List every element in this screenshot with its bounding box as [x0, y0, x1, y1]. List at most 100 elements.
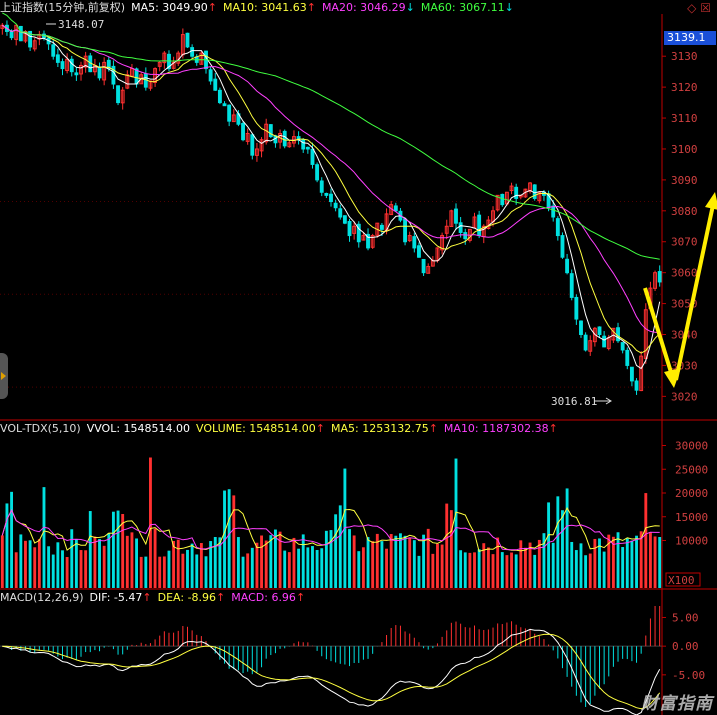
volume-bar [639, 531, 643, 588]
candle-body [125, 74, 130, 89]
candle-body [148, 80, 153, 89]
volume-bar [42, 487, 46, 588]
candle-body [199, 52, 204, 65]
volume-bar [167, 550, 171, 588]
volume-bar [149, 457, 152, 588]
forecast-arrow-down [643, 287, 676, 383]
candle-body [634, 380, 639, 391]
volume-bar [278, 531, 282, 588]
y-tick-label: 3080 [671, 205, 698, 218]
unit-box [665, 572, 701, 587]
volume-bar [320, 548, 324, 588]
volume-bar [311, 546, 314, 588]
candle-body [153, 68, 158, 83]
candle-body [305, 146, 310, 150]
volume-bar [338, 505, 342, 588]
candle-body [611, 327, 616, 341]
ma60-line [2, 12, 660, 260]
candle-body [97, 66, 102, 79]
forecast-arrow-up [674, 204, 715, 381]
volume-bar [236, 537, 240, 588]
volume-bar [523, 547, 527, 588]
candle-body [625, 349, 630, 366]
vol-ma5-line [1, 506, 660, 553]
volume-bar [98, 539, 101, 588]
candle-body [356, 223, 361, 243]
volume-bar [519, 540, 523, 588]
volume-bar [283, 550, 287, 588]
candle-body [620, 342, 625, 351]
volume-bar [630, 540, 634, 588]
candle-body [329, 193, 333, 203]
candle-body [412, 236, 417, 249]
volume-bar [181, 553, 185, 588]
volume-bar [269, 535, 273, 588]
candle-body [532, 184, 537, 199]
candle-body [310, 148, 315, 165]
volume-bar [505, 555, 509, 588]
volume-bar [111, 511, 115, 588]
candle-body [583, 334, 588, 351]
volume-bar [0, 535, 4, 588]
macd-tick-label: -5.00 [672, 669, 705, 682]
y-tick-label: 3130 [671, 50, 698, 63]
forecast-arrowhead-up [705, 192, 717, 210]
vol-tick-label: 15000 [675, 511, 708, 524]
candle-body [370, 235, 375, 248]
diamond-icon[interactable]: ◇ [687, 1, 697, 15]
volume-bar [324, 530, 328, 588]
expand-side-button[interactable] [0, 353, 8, 399]
macd-title: MACD(12,26,9) [0, 591, 84, 604]
volume-bar [648, 532, 652, 588]
ma10-line [2, 24, 661, 354]
volume-bar [14, 552, 18, 588]
volume-bar [588, 553, 592, 588]
candle-body [79, 64, 83, 75]
volume-bar [144, 556, 148, 588]
candle-body [347, 221, 352, 237]
volume-bar [528, 542, 532, 588]
volume-bar [227, 489, 231, 588]
candle-body [28, 30, 33, 48]
volume-bar [130, 532, 134, 588]
candle-body [102, 61, 107, 81]
volume-bar [246, 553, 250, 588]
volume-bar [625, 538, 629, 588]
volume-bar [385, 548, 388, 588]
volume-bar [79, 550, 83, 588]
volume-bar [84, 550, 88, 588]
candle-body [379, 224, 384, 230]
candle-body [60, 61, 65, 70]
candle-body [190, 47, 195, 57]
candle-body [555, 218, 560, 237]
volume-bar [107, 533, 111, 588]
candle-body [315, 164, 320, 181]
volume-bar [232, 495, 236, 588]
volume-bar [445, 503, 449, 588]
volume-bar [561, 510, 564, 588]
volume-bar [602, 551, 606, 588]
volume-bar [361, 547, 365, 588]
candle-body [264, 123, 269, 143]
volume-bar [500, 552, 504, 588]
candle-body [319, 180, 324, 193]
close-icon[interactable]: ☒ [700, 1, 711, 15]
volume-bar [482, 543, 486, 588]
candle-body [245, 133, 250, 142]
ma60-value: MA60: 3067.11↓ [420, 1, 514, 14]
price-panel-header: 上证指数(15分钟,前复权) MA5: 3049.90↑ MA10: 3041.63… [0, 1, 520, 15]
volume-bar [510, 552, 513, 588]
candle-body [477, 214, 482, 237]
volume-bar [116, 510, 120, 588]
candle-body [579, 320, 583, 336]
volume-bar [371, 541, 375, 588]
unit-label: X100 [668, 574, 695, 587]
window-controls: ◇ ☒ [687, 1, 711, 15]
macd-tick-label: 5.00 [672, 611, 699, 624]
volume-bar [329, 530, 333, 588]
vol-ma10-line [1, 509, 660, 551]
volume-bar [5, 503, 9, 588]
candle-body [162, 52, 167, 64]
